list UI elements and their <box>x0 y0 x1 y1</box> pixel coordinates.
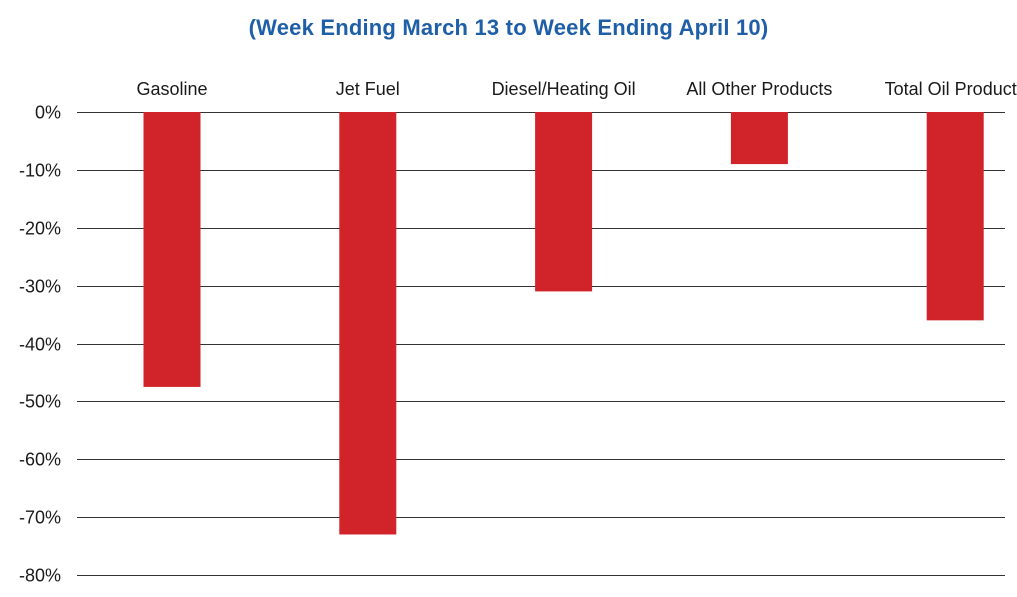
y-tick-label: -50% <box>19 392 61 412</box>
y-tick-label: -40% <box>19 335 61 355</box>
y-tick-label: -30% <box>19 277 61 297</box>
category-label: All Other Products <box>686 79 832 99</box>
bar <box>926 112 984 321</box>
bar <box>339 112 397 535</box>
y-tick-label: -80% <box>19 566 61 586</box>
category-labels: Gasoline Jet Fuel Diesel/Heating Oil All Ot… <box>136 79 1017 99</box>
y-axis-tick-labels: 0% -10% -20% -30% -40% -50% -60% -70% -80% <box>19 103 61 586</box>
y-tick-label: -10% <box>19 161 61 181</box>
category-label: Total Oil Products <box>885 79 1017 99</box>
category-label: Jet Fuel <box>336 79 400 99</box>
y-tick-label: -70% <box>19 508 61 528</box>
bar <box>730 112 788 165</box>
category-label: Gasoline <box>136 79 207 99</box>
category-label: Diesel/Heating Oil <box>492 79 636 99</box>
chart-title: (Week Ending March 13 to Week Ending Apr… <box>248 15 769 40</box>
y-tick-label: -60% <box>19 450 61 470</box>
bar <box>143 112 201 387</box>
y-tick-label: 0% <box>35 103 61 123</box>
y-tick-label: -20% <box>19 219 61 239</box>
bars <box>143 112 984 535</box>
bar <box>535 112 593 292</box>
